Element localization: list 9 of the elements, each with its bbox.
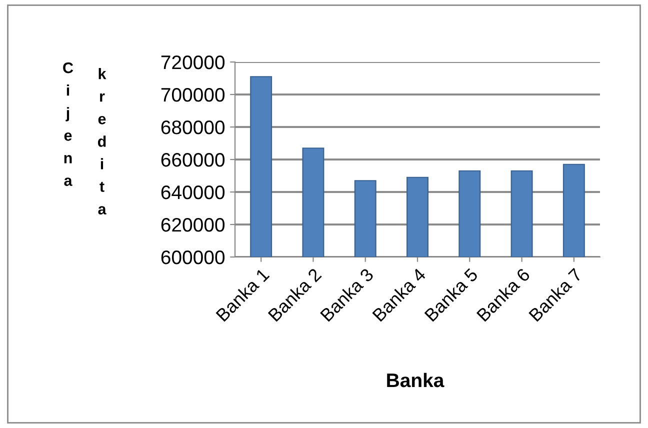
y-tick-label: 680000: [161, 120, 225, 134]
text: Cijena kredita: [63, 62, 106, 214]
x-axis-title: Banka: [387, 372, 444, 388]
y-tick-label: 700000: [161, 88, 225, 102]
y-tick-label: 660000: [161, 152, 225, 167]
y-tick-label: 600000: [161, 250, 225, 264]
y-tick-label: 720000: [161, 55, 225, 70]
y-tick-label: 620000: [161, 218, 225, 232]
y-tick-label: 640000: [161, 185, 225, 200]
